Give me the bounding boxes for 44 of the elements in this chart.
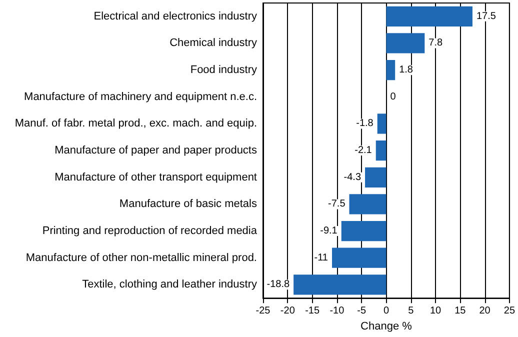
y-tick-label: Manufacture of other transport equipment [54, 171, 257, 184]
bar [294, 274, 386, 295]
x-tick-label: -20 [280, 306, 296, 317]
y-tick-label: Printing and reproduction of recorded media [42, 225, 258, 238]
bar [349, 194, 386, 214]
data-label: 0 [390, 91, 396, 102]
data-label: -9.1 [320, 226, 338, 237]
y-tick-label: Electrical and electronics industry [94, 10, 258, 22]
y-tick-label: Chemical industry [170, 37, 258, 50]
data-label: -18.8 [266, 279, 290, 290]
data-label: 1.8 [399, 64, 414, 76]
y-tick-label: Manufacture of basic metals [119, 198, 258, 210]
x-tick-label: 10 [430, 306, 442, 317]
bar [377, 114, 386, 134]
x-axis-title: Change % [360, 320, 412, 332]
bar [386, 33, 425, 54]
y-tick-label: Food industry [190, 64, 258, 76]
bar [386, 6, 472, 26]
bar [332, 248, 386, 268]
data-label: -11 [314, 252, 328, 264]
x-tick-label: 20 [479, 306, 491, 317]
x-tick-label: 25 [504, 306, 516, 317]
bar [376, 140, 386, 161]
x-tick-label: -15 [305, 306, 320, 317]
data-label: -4.3 [344, 172, 362, 183]
x-tick-label: -25 [256, 306, 271, 317]
data-label: -2.1 [354, 145, 372, 156]
y-tick-label: Manufacture of paper and paper products [54, 144, 258, 157]
y-tick-label: Manufacture of other non-metallic mineral prod. [26, 252, 257, 264]
bar [341, 220, 386, 242]
data-label: 17.5 [476, 10, 496, 22]
y-tick-label: Manuf. of fabr. metal prod., exc. mach. and equip. [14, 118, 257, 130]
y-tick-label: Manufacture of machinery and equipment n.e.c. [24, 90, 257, 103]
bar [386, 60, 396, 80]
x-tick-label: 0 [383, 306, 390, 317]
bar [365, 167, 386, 188]
x-tick-label: -5 [357, 306, 366, 317]
y-tick-label: Textile, clothing and leather industry [82, 278, 258, 291]
x-tick-label: -10 [330, 306, 345, 317]
data-label: -7.5 [328, 198, 346, 210]
x-tick-label: 15 [454, 306, 466, 317]
x-tick-label: 5 [408, 306, 414, 317]
data-label: -1.8 [356, 118, 374, 130]
data-label: 7.8 [428, 38, 444, 49]
